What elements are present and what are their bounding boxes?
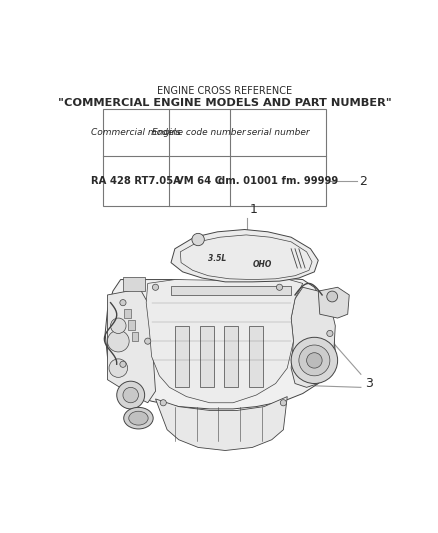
Bar bbox=[132, 332, 138, 341]
Circle shape bbox=[123, 387, 138, 403]
Text: RA 428 RT7.05A: RA 428 RT7.05A bbox=[91, 176, 180, 187]
Bar bbox=[249, 326, 263, 387]
Ellipse shape bbox=[124, 407, 153, 429]
Circle shape bbox=[109, 359, 127, 377]
Text: 1: 1 bbox=[250, 203, 258, 216]
Circle shape bbox=[276, 284, 283, 290]
Circle shape bbox=[327, 330, 333, 336]
Circle shape bbox=[120, 361, 126, 367]
Circle shape bbox=[117, 381, 145, 409]
Circle shape bbox=[152, 284, 159, 290]
Text: Engine code number: Engine code number bbox=[152, 128, 246, 137]
Polygon shape bbox=[146, 278, 303, 403]
Polygon shape bbox=[291, 287, 336, 387]
Circle shape bbox=[280, 400, 286, 406]
Polygon shape bbox=[318, 287, 349, 318]
Text: Commercial models: Commercial models bbox=[91, 128, 180, 137]
Bar bbox=[224, 326, 238, 387]
Text: VM 64 C: VM 64 C bbox=[176, 176, 223, 187]
Circle shape bbox=[299, 345, 330, 376]
Bar bbox=[175, 326, 189, 387]
Bar bbox=[128, 320, 134, 329]
Polygon shape bbox=[155, 397, 287, 450]
Bar bbox=[124, 309, 131, 318]
Circle shape bbox=[145, 338, 151, 344]
Text: 3: 3 bbox=[365, 377, 373, 390]
Circle shape bbox=[120, 300, 126, 306]
Bar bbox=[123, 277, 145, 291]
Circle shape bbox=[107, 330, 129, 352]
Text: ENGINE CROSS REFERENCE: ENGINE CROSS REFERENCE bbox=[157, 85, 292, 95]
Text: "COMMERCIAL ENGINE MODELS AND PART NUMBER": "COMMERCIAL ENGINE MODELS AND PART NUMBE… bbox=[58, 98, 391, 108]
Text: 2: 2 bbox=[359, 175, 367, 188]
Circle shape bbox=[291, 337, 338, 384]
Text: dm. 01001 fm. 99999: dm. 01001 fm. 99999 bbox=[218, 176, 338, 187]
Circle shape bbox=[327, 291, 338, 302]
Polygon shape bbox=[107, 289, 155, 403]
Circle shape bbox=[110, 318, 126, 334]
Bar bbox=[200, 326, 214, 387]
Polygon shape bbox=[105, 278, 336, 409]
Circle shape bbox=[307, 353, 322, 368]
Text: OHO: OHO bbox=[253, 260, 272, 269]
Ellipse shape bbox=[129, 411, 148, 425]
Circle shape bbox=[192, 233, 204, 246]
Bar bbox=[103, 109, 326, 206]
Text: serial number: serial number bbox=[247, 128, 309, 137]
Circle shape bbox=[160, 400, 166, 406]
Text: 3.5L: 3.5L bbox=[208, 254, 226, 263]
Polygon shape bbox=[171, 230, 318, 282]
Bar bbox=[171, 286, 291, 295]
